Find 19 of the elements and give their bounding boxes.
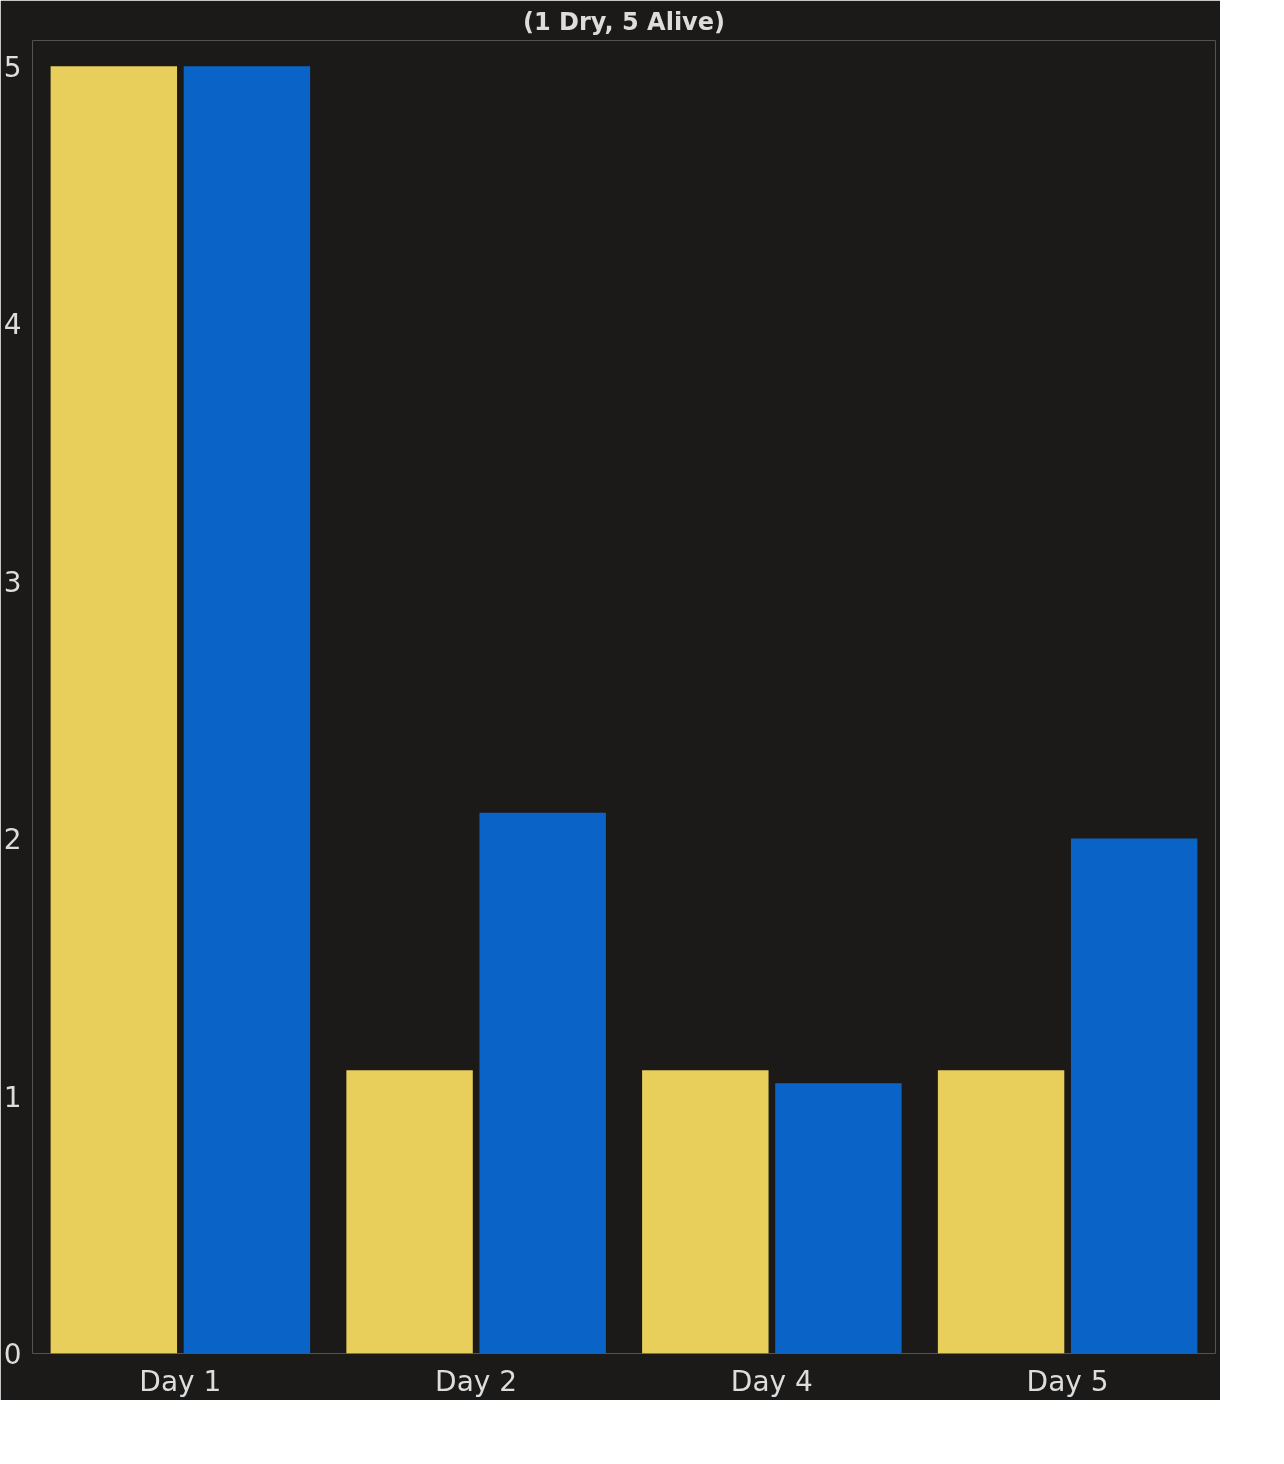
y-tick-label: 1 bbox=[3, 1080, 22, 1114]
chart-title: (1 Dry, 5 Alive) bbox=[523, 7, 726, 36]
x-tick-label: Day 1 bbox=[139, 1364, 222, 1398]
y-tick-label: 2 bbox=[3, 823, 22, 857]
bar bbox=[775, 1083, 902, 1354]
bar bbox=[50, 66, 178, 1354]
x-tick-label: Day 5 bbox=[1026, 1364, 1109, 1398]
bar bbox=[183, 66, 311, 1354]
y-tick-label: 3 bbox=[3, 565, 22, 599]
bar bbox=[642, 1070, 769, 1354]
x-tick-label: Day 4 bbox=[730, 1364, 813, 1398]
bar bbox=[937, 1070, 1065, 1354]
bar bbox=[479, 812, 606, 1354]
x-tick-label: Day 2 bbox=[435, 1364, 518, 1398]
bar bbox=[346, 1070, 473, 1354]
y-tick-label: 5 bbox=[3, 50, 22, 84]
y-tick-label: 4 bbox=[3, 308, 22, 342]
y-tick-label: 0 bbox=[3, 1338, 22, 1371]
bar bbox=[1070, 838, 1198, 1354]
